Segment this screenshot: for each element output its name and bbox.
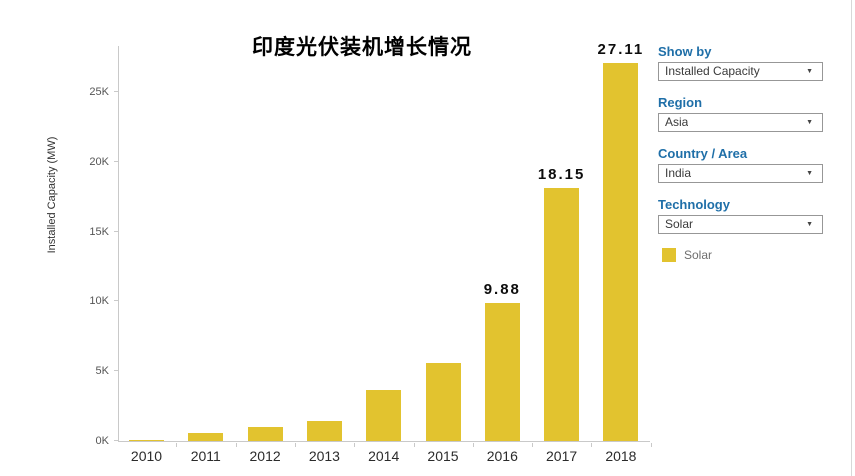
bar-2013[interactable] <box>306 421 342 441</box>
legend-label: Solar <box>684 248 713 262</box>
y-axis-title: Installed Capacity (MW) <box>46 136 58 254</box>
bar-value-label-2017: 18.15 <box>537 166 586 183</box>
bar-2014[interactable] <box>366 390 402 441</box>
bar-value-label-2016: 9.88 <box>483 281 521 298</box>
x-axis-tick <box>413 443 415 447</box>
filter-group-show-by: Show by Installed Capacity ▼ <box>658 44 823 81</box>
show-by-dropdown[interactable]: Installed Capacity ▼ <box>658 62 823 81</box>
filter-label-show-by: Show by <box>658 44 712 59</box>
y-axis-tick <box>114 440 118 441</box>
chevron-down-icon: ▼ <box>806 170 813 177</box>
filter-label-country: Country / Area <box>658 146 748 161</box>
x-axis-label-2013: 2013 <box>308 448 340 464</box>
x-axis-label-2017: 2017 <box>546 448 578 464</box>
x-axis-tick <box>532 443 534 447</box>
x-axis-label-2010: 2010 <box>130 448 163 464</box>
y-axis-tick-label: 15K <box>89 226 109 238</box>
filter-sidebar: Show by Installed Capacity ▼ Region Asia… <box>658 44 823 262</box>
x-axis-tick <box>354 443 356 447</box>
region-selected-value: Asia <box>665 115 689 129</box>
right-edge-divider <box>851 0 852 476</box>
country-dropdown[interactable]: India ▼ <box>658 164 823 183</box>
bar-2018[interactable] <box>603 63 639 441</box>
x-axis-label-2015: 2015 <box>427 448 459 464</box>
bar-2010[interactable] <box>129 440 164 441</box>
y-axis-tick <box>114 91 118 92</box>
legend-item-solar[interactable]: Solar <box>662 248 823 262</box>
filter-group-country: Country / Area India ▼ <box>658 146 823 183</box>
filter-group-technology: Technology Solar ▼ <box>658 197 823 234</box>
y-axis-tick <box>114 161 118 162</box>
x-axis-tick <box>591 443 593 447</box>
filter-group-region: Region Asia ▼ <box>658 95 823 132</box>
technology-selected-value: Solar <box>665 217 694 231</box>
x-axis-label-2016: 2016 <box>486 448 518 464</box>
bar-2011[interactable] <box>188 433 224 441</box>
legend-swatch-icon <box>662 248 676 262</box>
chevron-down-icon: ▼ <box>806 221 813 228</box>
region-dropdown[interactable]: Asia ▼ <box>658 113 823 132</box>
x-axis-label-2018: 2018 <box>605 448 637 464</box>
technology-dropdown[interactable]: Solar ▼ <box>658 215 823 234</box>
filter-label-region: Region <box>658 95 703 110</box>
bar-2015[interactable] <box>425 363 461 441</box>
y-axis-tick-label: 25K <box>89 86 109 98</box>
chevron-down-icon: ▼ <box>806 119 813 126</box>
bar-value-label-2018: 27.11 <box>597 41 645 58</box>
chevron-down-icon: ▼ <box>806 68 813 75</box>
x-axis-label-2014: 2014 <box>368 448 400 464</box>
filter-label-technology: Technology <box>658 197 730 212</box>
x-axis-tick <box>176 443 178 447</box>
bar-2017[interactable] <box>544 188 580 441</box>
x-axis-tick <box>235 443 237 447</box>
x-axis-label-2012: 2012 <box>249 448 281 464</box>
x-axis-tick <box>650 443 652 447</box>
plot-area: 2010 2011 2012 2013 2014 2015 2016 9.88 2017 18.1… <box>89 41 652 464</box>
bar-2016[interactable] <box>484 303 520 441</box>
x-axis-tick <box>472 443 474 447</box>
y-axis-tick-label: 5K <box>95 365 109 377</box>
bar-2012[interactable] <box>247 427 283 441</box>
x-axis-label-2011: 2011 <box>190 448 221 464</box>
y-axis-tick-label: 10K <box>89 295 109 307</box>
x-axis-tick <box>294 443 296 447</box>
y-axis-tick-label: 0K <box>95 435 109 447</box>
y-axis-tick-label: 20K <box>89 156 109 168</box>
y-axis-tick <box>114 300 118 301</box>
y-axis-tick <box>114 370 118 371</box>
show-by-selected-value: Installed Capacity <box>665 64 760 78</box>
y-axis-tick <box>114 231 118 232</box>
country-selected-value: India <box>665 166 692 180</box>
chart-title: 印度光伏装机增长情况 <box>252 35 472 59</box>
